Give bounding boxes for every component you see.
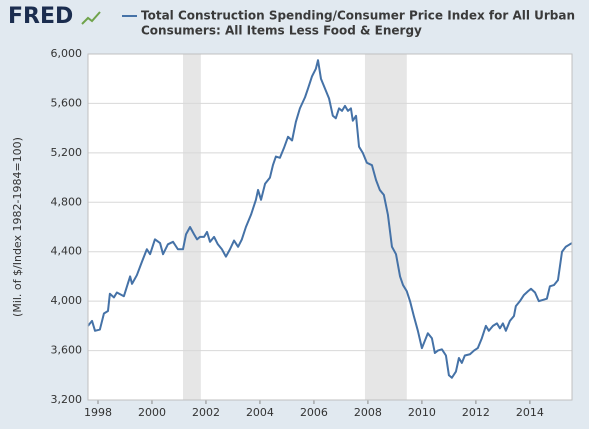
x-tick-label: 2000	[138, 406, 166, 419]
x-tick-label: 2008	[354, 406, 382, 419]
y-tick-label: 3,600	[51, 344, 83, 357]
y-tick-label: 5,200	[51, 146, 83, 159]
y-tick-label: 4,800	[51, 195, 83, 208]
y-tick-label: 3,200	[51, 393, 83, 406]
logo-graph	[81, 11, 101, 25]
y-tick-label: 4,000	[51, 294, 83, 307]
x-tick-label: 2006	[300, 406, 328, 419]
x-tick-label: 2002	[192, 406, 220, 419]
plot-border	[87, 53, 573, 401]
data-line	[87, 59, 573, 379]
recession-band	[364, 54, 407, 400]
logo: FRED	[8, 4, 73, 29]
chart-title: Consumers: All Items Less Food & Energy	[141, 24, 422, 38]
x-tick-label: 2004	[246, 406, 274, 419]
y-tick-label: 5,600	[51, 96, 83, 109]
chart-title: Total Construction Spending/Consumer Pri…	[141, 9, 575, 23]
y-tick-label: 6,000	[51, 47, 83, 60]
x-tick-label: 1998	[84, 406, 112, 419]
y-tick-label: 4,400	[51, 245, 83, 258]
x-tick-label: 2012	[462, 406, 490, 419]
plot-area	[88, 54, 572, 400]
y-axis-label: (Mil. of $/Index 1982-1984=100)	[11, 137, 24, 317]
x-tick-label: 2010	[408, 406, 436, 419]
recession-band	[183, 54, 201, 400]
x-tick-label: 2014	[516, 406, 544, 419]
